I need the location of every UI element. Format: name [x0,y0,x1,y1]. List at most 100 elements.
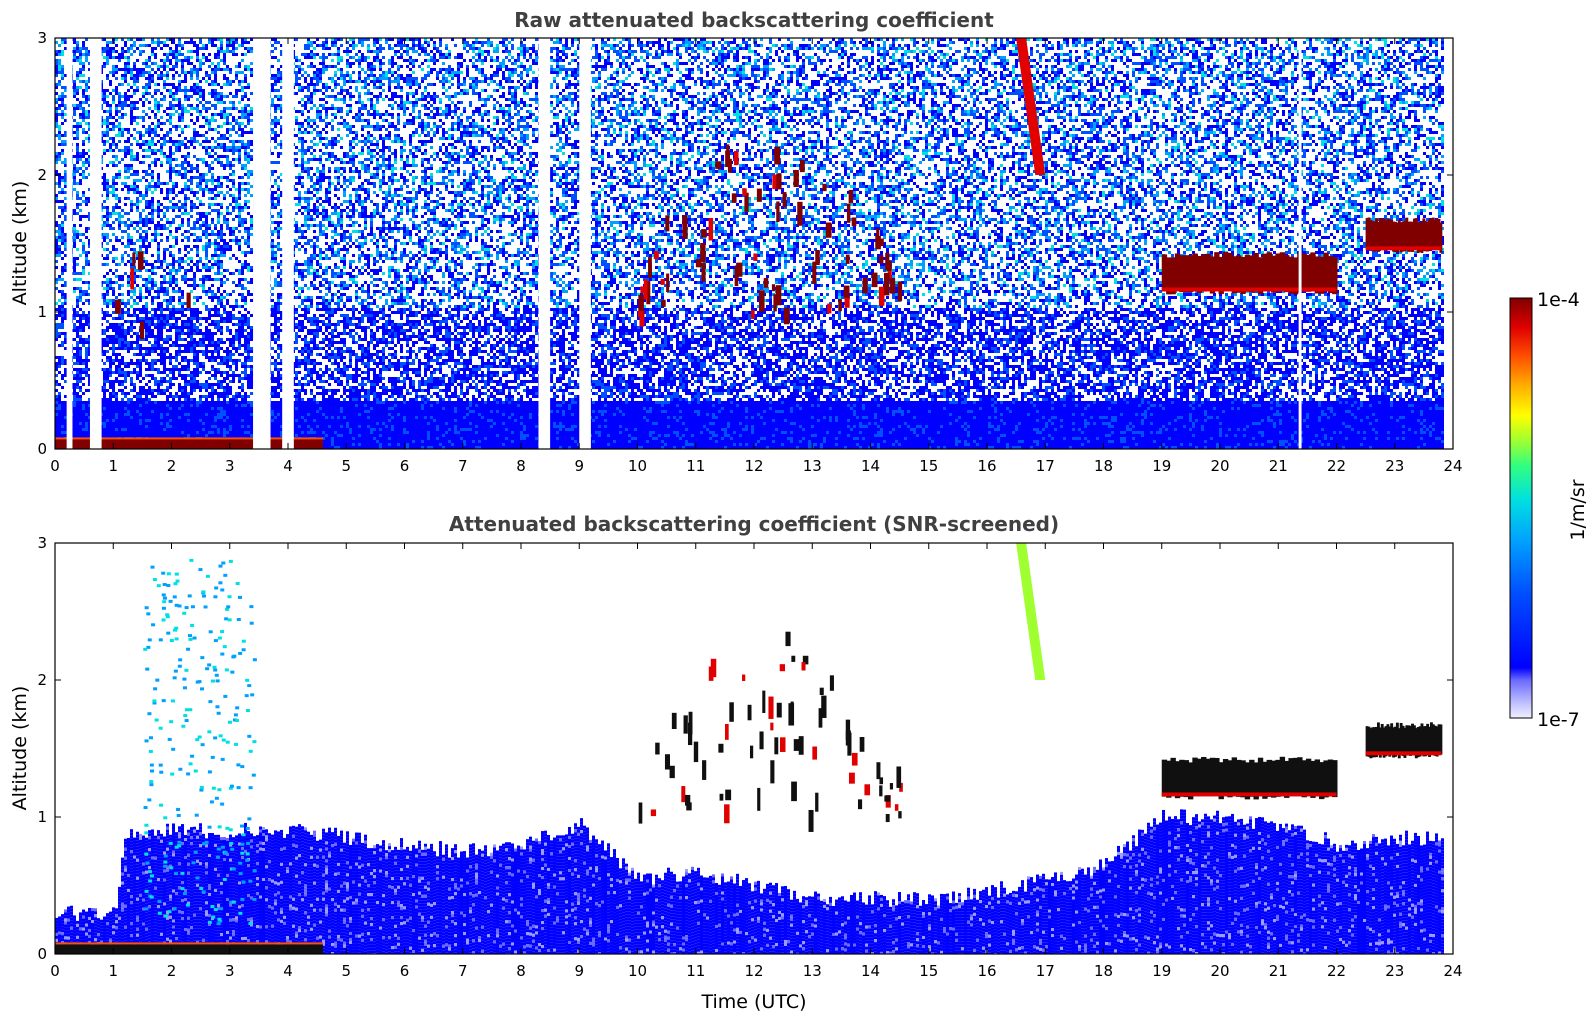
heat-cell [61,101,64,104]
heat-cell [211,341,214,344]
heat-cell [184,194,187,197]
heat-cell [79,359,82,362]
heat-cell [58,332,61,335]
heat-cell [118,287,121,290]
heat-cell [64,170,67,173]
heat-cell [181,53,184,56]
heat-cell [124,413,127,416]
heat-cell [199,236,202,239]
heat-cell [199,344,202,347]
heat-cell [169,416,172,419]
heat-cell [226,149,229,152]
heat-cell [127,299,130,302]
heat-cell [61,356,64,359]
heat-cell [61,434,64,437]
heat-cell [106,371,109,374]
heat-cell [85,200,88,203]
heat-cell [193,326,196,329]
heat-cell [55,65,58,68]
heat-cell [61,200,64,203]
heat-cell [232,182,235,185]
heat-cell [151,365,154,368]
heat-cell [217,425,220,428]
heat-cell [61,206,64,209]
heat-cell [154,107,157,110]
heat-cell [172,395,175,398]
heat-cell [106,224,109,227]
heat-cell [148,107,151,110]
heat-cell [79,287,82,290]
heat-cell [193,401,196,404]
heat-cell [220,47,223,50]
heat-cell [121,116,124,119]
heat-cell [109,281,112,284]
heat-cell [187,179,190,182]
heat-cell [217,101,220,104]
heat-cell [163,353,166,356]
heat-cell [199,95,202,98]
heat-cell [115,125,118,128]
heat-cell [118,263,121,266]
heat-cell [184,428,187,431]
heat-cell [64,206,67,209]
heat-cell [172,197,175,200]
heat-cell [148,416,151,419]
heat-cell [211,323,214,326]
heat-cell [76,149,79,152]
heat-cell [124,101,127,104]
heat-cell [103,422,106,425]
heat-cell [85,59,88,62]
heat-cell [136,371,139,374]
heat-cell [181,212,184,215]
heat-cell [220,404,223,407]
heat-cell [217,113,220,116]
heat-cell [127,434,130,437]
heat-cell [181,395,184,398]
heat-cell [187,410,190,413]
heat-cell [142,386,145,389]
heat-cell [136,59,139,62]
heat-cell [130,398,133,401]
heat-cell [130,149,133,152]
heat-cell [184,137,187,140]
heat-cell [139,413,142,416]
heat-cell [142,176,145,179]
heat-cell [103,47,106,50]
heat-cell [85,86,88,89]
heat-cell [76,428,79,431]
heat-cell [130,74,133,77]
heat-cell [229,149,232,152]
heat-cell [85,110,88,113]
heat-cell [127,236,130,239]
heat-cell [115,134,118,137]
heat-cell [145,362,148,365]
heat-cell [121,374,124,377]
heat-cell [169,377,172,380]
heat-cell [115,89,118,92]
heat-cell [208,410,211,413]
heat-cell [145,374,148,377]
heat-cell [142,347,145,350]
heat-cell [187,335,190,338]
heat-cell [202,245,205,248]
heat-cell [193,434,196,437]
heat-cell [103,131,106,134]
heat-cell [142,155,145,158]
heat-cell [61,161,64,164]
heat-cell [151,143,154,146]
heat-cell [190,290,193,293]
heat-cell [139,371,142,374]
heat-cell [199,80,202,83]
heat-cell [211,404,214,407]
heat-cell [187,428,190,431]
heat-cell [112,428,115,431]
heat-cell [136,353,139,356]
heat-cell [187,98,190,101]
heat-cell [145,338,148,341]
heat-cell [73,95,76,98]
heat-cell [175,86,178,89]
heat-cell [226,365,229,368]
heat-cell [112,164,115,167]
heat-cell [202,77,205,80]
heat-cell [64,425,67,428]
